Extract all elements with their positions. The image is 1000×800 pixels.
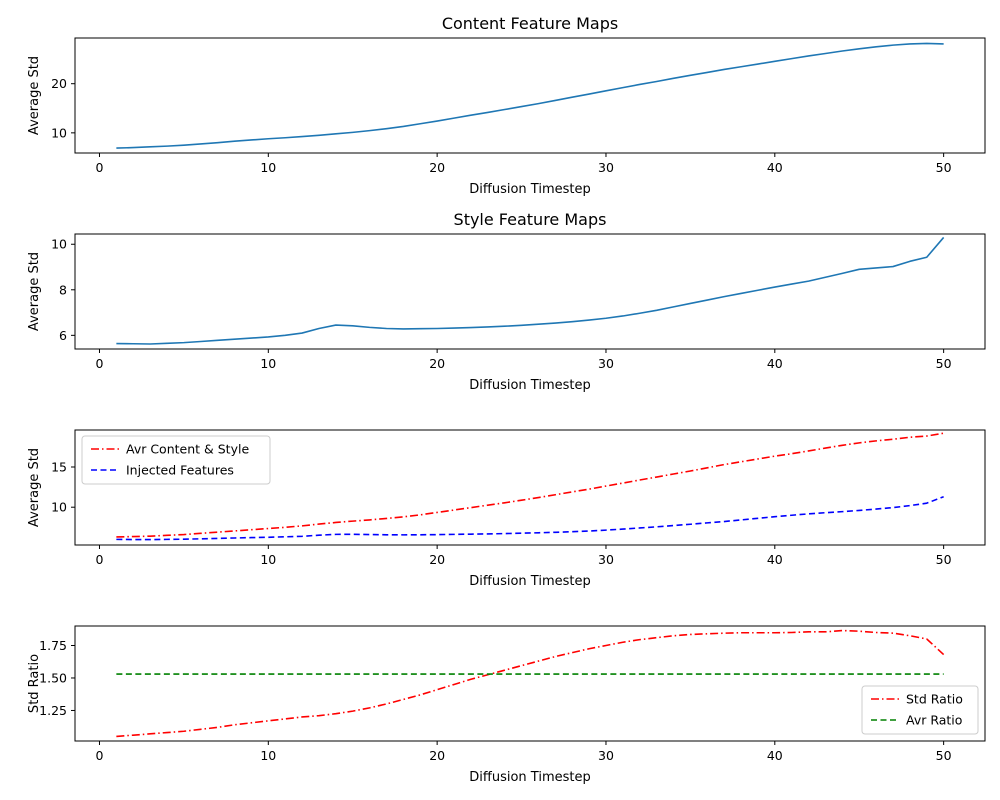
- y-tick-label: 20: [51, 76, 67, 91]
- legend-entry: Std Ratio: [906, 692, 963, 707]
- x-tick-label: 30: [598, 552, 614, 567]
- x-tick-label: 30: [598, 748, 614, 763]
- x-tick-label: 30: [598, 160, 614, 175]
- chart-title: Style Feature Maps: [454, 210, 607, 229]
- y-axis-label: Average Std: [27, 448, 42, 527]
- plot-frame: [74, 625, 986, 742]
- y-tick-label: 1.50: [39, 670, 67, 685]
- x-tick-label: 10: [260, 552, 276, 567]
- subplot-2: 0 10 20 30 40 50 6 8 10 Diffusion Timestep Average…: [27, 210, 986, 393]
- x-axis-label: Diffusion Timestep: [469, 182, 590, 197]
- x-tick-label: 50: [936, 160, 952, 175]
- x-tick-label: 10: [260, 160, 276, 175]
- series-line: [116, 496, 944, 541]
- y-tick-label: 1.75: [39, 638, 67, 653]
- legend-entry: Avr Content & Style: [126, 442, 249, 457]
- x-tick-label: 20: [429, 552, 445, 567]
- legend: Avr Content & Style Injected Features: [81, 435, 271, 485]
- legend-box: [861, 685, 979, 735]
- legend: Std Ratio Avr Ratio: [861, 685, 979, 735]
- subplot-3: 0 10 20 30 40 50 10 15 Diffusion Timestep Average…: [27, 429, 986, 589]
- x-tick-label: 40: [767, 356, 783, 371]
- series-line: [116, 629, 945, 738]
- plot-frame: [74, 429, 986, 546]
- x-tick-label: 10: [260, 748, 276, 763]
- x-tick-label: 50: [936, 748, 952, 763]
- x-tick-label: 0: [96, 356, 104, 371]
- y-tick-label: 10: [51, 500, 67, 515]
- y-tick-label: 10: [51, 125, 67, 140]
- series-line: [116, 236, 945, 345]
- y-tick-label: 1.25: [39, 703, 67, 718]
- x-axis-label: Diffusion Timestep: [469, 574, 590, 589]
- legend-entry: Injected Features: [126, 463, 234, 478]
- x-tick-label: 20: [429, 160, 445, 175]
- y-tick-label: 6: [59, 328, 67, 343]
- x-tick-label: 20: [429, 356, 445, 371]
- x-tick-label: 20: [429, 748, 445, 763]
- y-axis-label: Average Std: [27, 56, 42, 135]
- y-tick-label: 10: [51, 237, 67, 252]
- x-tick-label: 40: [767, 748, 783, 763]
- x-tick-label: 10: [260, 356, 276, 371]
- x-tick-label: 50: [936, 356, 952, 371]
- series-line: [116, 42, 944, 149]
- legend-entry: Avr Ratio: [906, 713, 962, 728]
- x-axis-label: Diffusion Timestep: [469, 378, 590, 393]
- chart-title: Content Feature Maps: [442, 14, 618, 33]
- x-tick-label: 0: [96, 552, 104, 567]
- x-tick-label: 40: [767, 552, 783, 567]
- x-tick-label: 40: [767, 160, 783, 175]
- legend-box: [81, 435, 271, 485]
- y-tick-label: 15: [51, 459, 67, 474]
- y-axis-label: Std Ratio: [27, 654, 42, 713]
- x-tick-label: 30: [598, 356, 614, 371]
- x-axis-label: Diffusion Timestep: [469, 770, 590, 785]
- subplot-4: 0 10 20 30 40 50 1.25 1.50 1.75 Diffusion Timeste…: [27, 625, 986, 785]
- plot-frame: [74, 37, 986, 154]
- subplot-1: 0 10 20 30 40 50 10 20 Diffusion Timestep Average…: [27, 14, 986, 197]
- x-tick-label: 50: [936, 552, 952, 567]
- y-tick-label: 8: [59, 282, 67, 297]
- plot-frame: [74, 233, 986, 350]
- y-axis-label: Average Std: [27, 252, 42, 331]
- x-tick-label: 0: [96, 748, 104, 763]
- x-tick-label: 0: [96, 160, 104, 175]
